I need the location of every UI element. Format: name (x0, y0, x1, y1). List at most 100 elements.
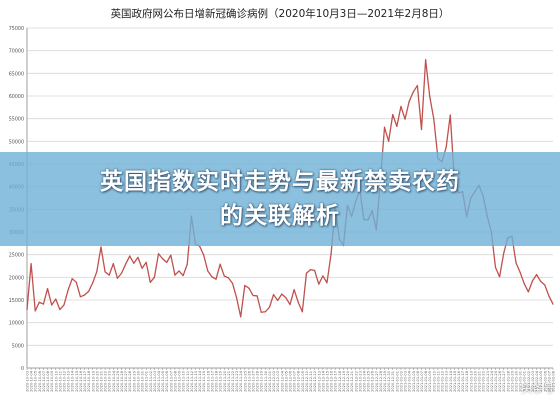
x-tick-label: 2021-02-06 (543, 370, 547, 392)
y-tick-label: 10000 (9, 321, 24, 327)
data-point (133, 262, 135, 264)
data-point (244, 284, 246, 287)
x-tick-label: 2020-10-26 (120, 370, 124, 392)
x-tick-label: 2020-11-20 (223, 370, 227, 392)
data-point (30, 263, 32, 265)
x-tick-label: 2020-11-16 (206, 370, 210, 392)
data-point (92, 282, 94, 284)
data-point (215, 278, 217, 280)
x-tick-label: 2020-11-03 (153, 371, 157, 392)
x-tick-label: 2021-01-13 (445, 371, 449, 392)
data-point (318, 283, 320, 285)
x-tick-label: 2021-01-30 (515, 370, 519, 392)
x-tick-label: 2020-12-18 (338, 370, 342, 392)
x-tick-label: 2020-12-09 (301, 370, 305, 392)
x-tick-label: 2020-10-25 (116, 371, 120, 392)
y-tick-label: 60000 (9, 94, 24, 100)
data-point (100, 246, 102, 248)
data-point (416, 84, 418, 87)
x-tick-label: 2020-11-28 (256, 370, 260, 392)
x-tick-label: 2020-11-30 (264, 370, 268, 392)
x-tick-label: 2021-01-22 (482, 371, 486, 392)
x-tick-label: 2021-01-10 (432, 370, 436, 392)
data-point (67, 289, 69, 291)
x-tick-label: 2020-11-22 (231, 371, 235, 392)
x-tick-label: 2020-12-08 (297, 370, 301, 392)
data-point (309, 269, 312, 271)
data-point (322, 275, 324, 277)
x-tick-label: 2020-12-01 (268, 371, 272, 392)
x-tick-label: 2020-12-04 (280, 370, 284, 392)
data-point (129, 255, 131, 257)
data-point (108, 274, 110, 276)
data-point (330, 253, 332, 255)
x-tick-label: 2020-10-30 (136, 370, 140, 392)
data-point (388, 140, 390, 142)
data-point (425, 59, 427, 61)
data-point (301, 311, 303, 313)
x-tick-label: 2020-12-17 (334, 371, 338, 392)
y-tick-label: 65000 (9, 71, 24, 77)
x-tick-label: 2020-10-10 (54, 370, 58, 392)
x-tick-label: 2020-12-21 (350, 371, 354, 392)
data-point (420, 128, 423, 131)
x-tick-label: 2020-12-06 (289, 370, 293, 392)
x-tick-label: 2020-12-23 (358, 371, 362, 392)
data-point (404, 118, 406, 120)
x-tick-label: 2020-11-24 (239, 370, 243, 392)
data-point (223, 275, 225, 277)
x-tick-label: 2020-12-31 (391, 371, 395, 392)
x-tick-label: 2021-01-17 (461, 371, 465, 392)
x-tick-label: 2020-10-28 (128, 370, 132, 392)
x-tick-label: 2020-12-11 (309, 371, 313, 392)
data-point (392, 113, 394, 116)
data-point (88, 290, 90, 292)
data-point (38, 301, 40, 303)
x-tick-label: 2020-10-15 (75, 371, 79, 392)
data-point (260, 311, 262, 313)
data-point (235, 297, 238, 299)
x-tick-label: 2020-12-22 (354, 371, 358, 392)
x-tick-label: 2020-12-13 (317, 371, 321, 392)
data-point (96, 270, 98, 273)
y-tick-label: 70000 (9, 49, 24, 55)
x-tick-label: 2020-11-14 (198, 370, 202, 392)
x-tick-label: 2021-01-09 (428, 370, 432, 392)
x-tick-label: 2021-01-14 (449, 370, 453, 392)
x-tick-label: 2020-12-14 (321, 370, 325, 392)
x-tick-label: 2021-01-21 (478, 371, 482, 392)
x-tick-label: 2021-02-05 (539, 371, 543, 392)
data-point (281, 293, 283, 295)
x-tick-label: 2020-11-23 (235, 371, 239, 392)
data-point (396, 125, 398, 127)
banner-headline-line1: 英国指数实时走势与最新禁卖农药 (100, 169, 460, 195)
data-point (540, 280, 542, 283)
data-point (314, 269, 316, 272)
x-tick-label: 2020-10-17 (83, 371, 87, 392)
x-tick-label: 2021-01-04 (408, 370, 412, 392)
data-point (252, 294, 254, 297)
data-point (383, 126, 386, 128)
x-tick-label: 2020-10-08 (46, 370, 50, 392)
x-tick-label: 2020-11-01 (145, 371, 149, 392)
data-point (162, 258, 164, 260)
x-tick-label: 2021-02-07 (547, 371, 551, 392)
data-point (433, 118, 435, 120)
y-tick-label: 75000 (9, 26, 24, 32)
x-tick-label: 2020-10-11 (58, 371, 62, 392)
data-point (59, 308, 61, 311)
data-point (79, 296, 82, 298)
data-point (412, 91, 414, 93)
data-point (548, 295, 550, 297)
data-point (535, 274, 538, 276)
data-point (174, 274, 176, 276)
x-tick-label: 2021-01-16 (457, 370, 461, 392)
x-tick-label: 2021-01-01 (395, 371, 399, 392)
data-point (429, 95, 431, 98)
data-point (207, 270, 209, 272)
x-tick-label: 2020-12-10 (305, 370, 309, 392)
data-point (104, 271, 106, 273)
data-point (71, 278, 73, 280)
y-tick-label: 20000 (9, 275, 24, 281)
x-tick-label: 2020-11-05 (161, 371, 165, 392)
